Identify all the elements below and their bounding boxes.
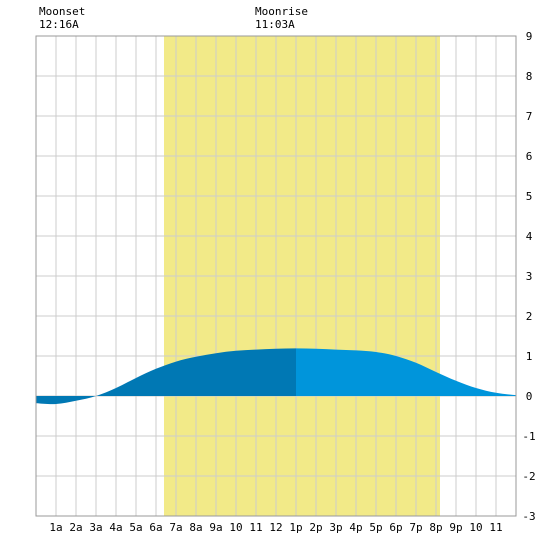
x-tick-label: 4p bbox=[349, 521, 362, 534]
x-tick-label: 6p bbox=[389, 521, 402, 534]
x-tick-label: 4a bbox=[109, 521, 122, 534]
x-tick-labels: 1a 2a 3a 4a 5a 6a 7a 8a 9a 10 11 12 1p 2p 3p 4p 5p 6p 7p 8p… bbox=[49, 521, 502, 534]
y-tick-label: 7 bbox=[526, 110, 533, 123]
x-tick-label: 9p bbox=[449, 521, 462, 534]
x-tick-label: 3a bbox=[89, 521, 102, 534]
x-tick-label: 1p bbox=[289, 521, 302, 534]
x-tick-label: 12 bbox=[269, 521, 282, 534]
x-tick-label: 10 bbox=[229, 521, 242, 534]
y-tick-label: -2 bbox=[522, 470, 535, 483]
y-tick-label: -1 bbox=[522, 430, 535, 443]
x-tick-label: 11 bbox=[489, 521, 502, 534]
x-tick-label: 6a bbox=[149, 521, 162, 534]
moonset-time: 12:16A bbox=[39, 18, 79, 31]
x-tick-label: 2p bbox=[309, 521, 322, 534]
moonset-label: Moonset bbox=[39, 5, 86, 18]
y-tick-labels: -3 -2 -1 0 1 2 3 4 5 6 7 8 9 bbox=[522, 30, 535, 523]
x-tick-label: 5p bbox=[369, 521, 382, 534]
y-tick-label: 1 bbox=[526, 350, 533, 363]
tide-area-before-1p bbox=[36, 348, 296, 405]
x-tick-label: 2a bbox=[69, 521, 82, 534]
x-tick-label: 7p bbox=[409, 521, 422, 534]
x-tick-label: 8p bbox=[429, 521, 442, 534]
y-tick-label: 6 bbox=[526, 150, 533, 163]
x-tick-label: 5a bbox=[129, 521, 142, 534]
x-tick-label: 7a bbox=[169, 521, 182, 534]
y-tick-label: 8 bbox=[526, 70, 533, 83]
x-tick-label: 10 bbox=[469, 521, 482, 534]
x-tick-label: 3p bbox=[329, 521, 342, 534]
plot-border bbox=[35, 35, 517, 517]
tide-area-after-1p bbox=[296, 348, 516, 396]
y-tick-label: 0 bbox=[526, 390, 533, 403]
y-tick-label: 4 bbox=[526, 230, 533, 243]
y-tick-label: 2 bbox=[526, 310, 533, 323]
x-tick-label: 1a bbox=[49, 521, 62, 534]
moonrise-time: 11:03A bbox=[255, 18, 295, 31]
x-tick-label: 9a bbox=[209, 521, 222, 534]
y-tick-label: 3 bbox=[526, 270, 533, 283]
moonrise-label: Moonrise bbox=[255, 5, 308, 18]
y-tick-label: 9 bbox=[526, 30, 533, 43]
x-tick-label: 8a bbox=[189, 521, 202, 534]
x-tick-label: 11 bbox=[249, 521, 262, 534]
y-tick-label: -3 bbox=[522, 510, 535, 523]
y-tick-label: 5 bbox=[526, 190, 533, 203]
